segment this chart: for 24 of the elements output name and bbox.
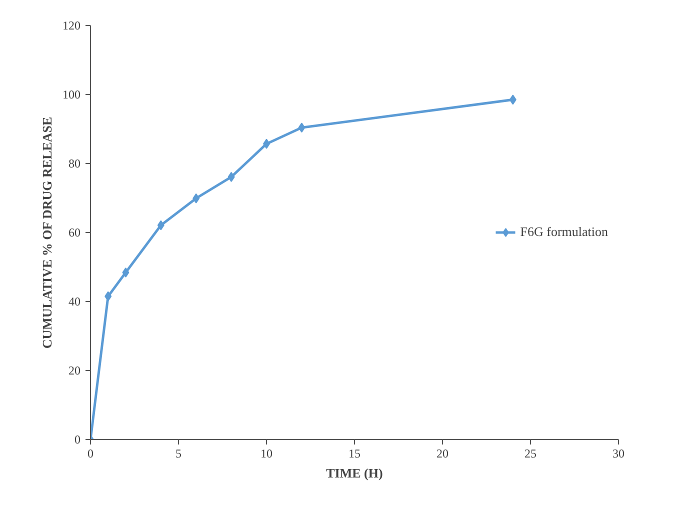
y-tick-label: 40 [68, 294, 80, 308]
point [192, 193, 200, 204]
x-tick-label: 10 [260, 446, 272, 460]
legend-label: F6G formulation [520, 224, 608, 240]
x-tick-label: 0 [88, 446, 94, 460]
point [509, 94, 516, 105]
x-tick-label: 20 [436, 446, 448, 460]
x-tick-label: 25 [524, 446, 536, 460]
y-axis-title: CUMULATIVE % OF DRUG RELEASE [40, 116, 54, 349]
x-tick-label: 5 [176, 446, 182, 460]
point [157, 220, 164, 230]
point [104, 291, 112, 302]
y-tick-label: 120 [62, 18, 80, 32]
y-tick-label: 0 [74, 432, 80, 446]
y-tick-label: 20 [68, 364, 80, 378]
x-axis-title: TIME (H) [326, 466, 383, 480]
y-tick-label: 60 [68, 226, 80, 240]
point [298, 122, 306, 133]
point [228, 172, 235, 182]
y-tick-label: 100 [62, 88, 80, 102]
x-tick-label: 30 [612, 446, 624, 460]
point [122, 268, 130, 278]
x-tick-label: 15 [348, 446, 360, 460]
y-tick-label: 80 [68, 156, 80, 170]
